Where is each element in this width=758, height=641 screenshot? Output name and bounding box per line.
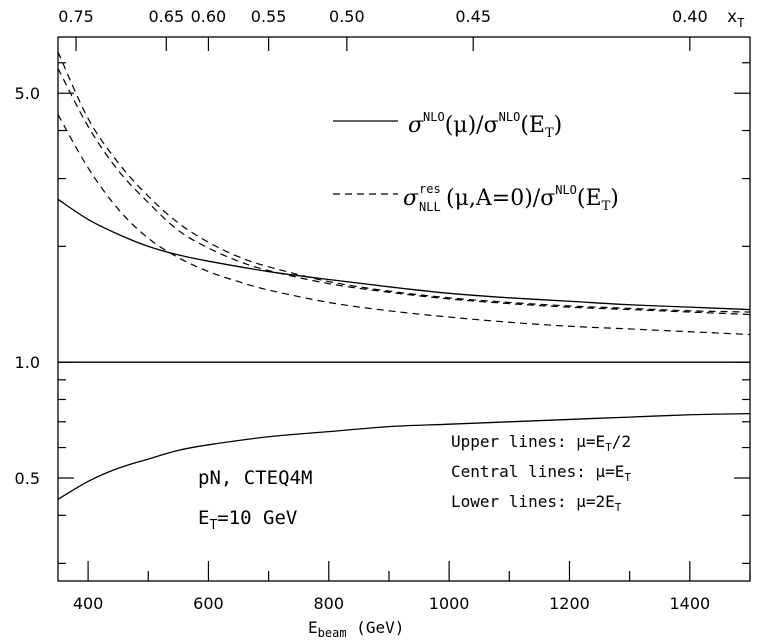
series-layer	[57, 51, 751, 500]
y-tick-label: 1.0	[15, 353, 40, 372]
x-tick-label: 1000	[429, 594, 470, 613]
y-tick-label: 0.5	[15, 469, 40, 488]
top-axis-label: xT	[727, 7, 744, 30]
solid-series-line-1	[57, 198, 751, 311]
y-axis-ticks: 0.5 1.0 5.0	[15, 62, 750, 564]
top-axis-ticks: 0.75 0.65 0.60 0.55 0.50 0.45 0.40	[58, 7, 708, 51]
x-axis-label: Ebeam (GeV)	[308, 618, 404, 640]
x-tick-label: 400	[73, 594, 104, 613]
solid-series-line-2	[57, 412, 751, 500]
x-tick-label: 1400	[669, 594, 710, 613]
y-tick-label: 5.0	[15, 84, 40, 103]
legend: σNLO(μ)/σNLO(ET) σ res NLL (μ,A=0)/σNLO(…	[333, 110, 619, 217]
top-tick-label: 0.50	[329, 7, 365, 26]
scale-note-lower: Lower lines: μ=2ET	[451, 492, 622, 514]
dashed-series-line-5	[57, 114, 751, 336]
legend-dashed-label: σ res NLL (μ,A=0)/σNLO(ET)	[403, 174, 619, 217]
x-axis-ticks: 400 600 800 1000 1200 1400	[73, 561, 751, 613]
top-tick-label: 0.65	[149, 7, 185, 26]
dashed-series-line-4	[57, 68, 751, 316]
top-tick-label: 0.40	[672, 7, 708, 26]
x-tick-label: 800	[314, 594, 345, 613]
et-label: ET=10 GeV	[198, 507, 297, 533]
scale-note-upper: Upper lines: μ=ET/2	[451, 432, 631, 454]
dashed-series-line-3	[57, 51, 751, 313]
top-tick-label: 0.45	[455, 7, 491, 26]
plot-frame	[57, 36, 751, 582]
top-tick-label: 0.75	[58, 7, 94, 26]
x-tick-label: 1200	[549, 594, 590, 613]
scale-note-central: Central lines: μ=ET	[451, 462, 631, 484]
top-tick-label: 0.60	[191, 7, 227, 26]
x-tick-label: 600	[193, 594, 224, 613]
legend-solid-label: σNLO(μ)/σNLO(ET)	[408, 110, 562, 141]
top-tick-label: 0.55	[251, 7, 287, 26]
process-label: pN, CTEQ4M	[198, 467, 312, 489]
